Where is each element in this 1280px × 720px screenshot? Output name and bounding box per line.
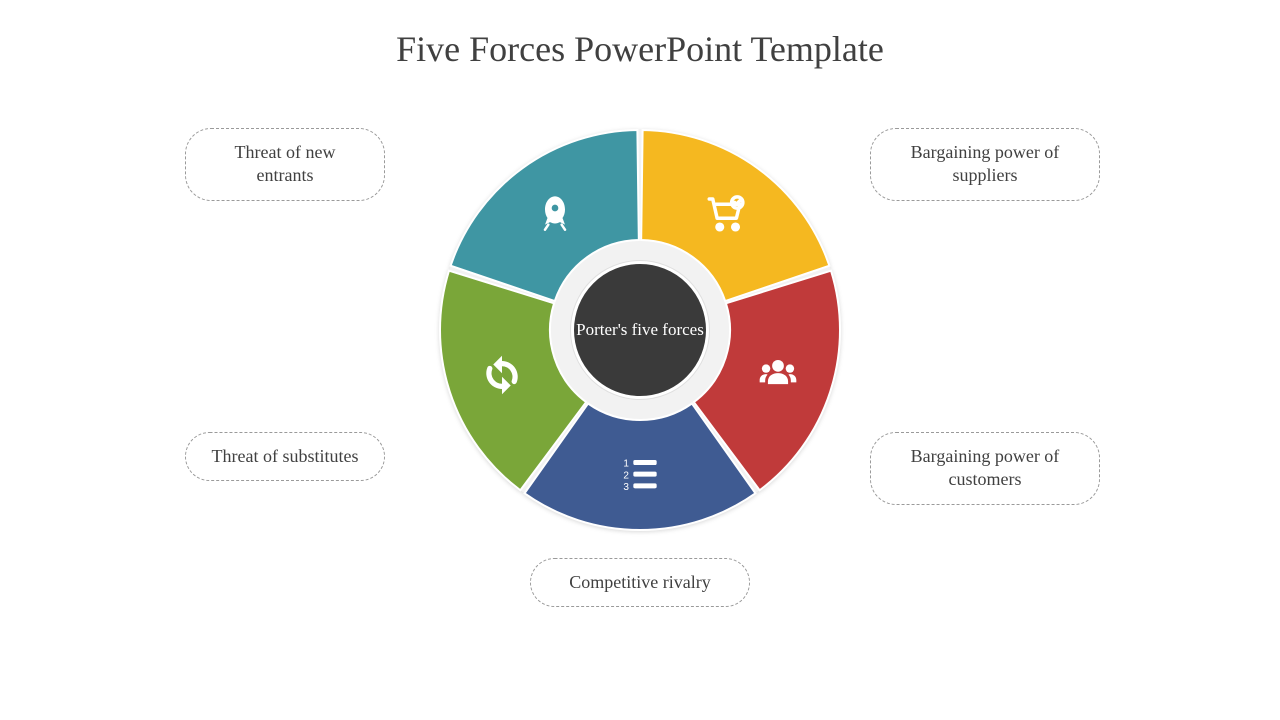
- donut-chart: Porter's five forces 123: [430, 120, 850, 540]
- page-title: Five Forces PowerPoint Template: [0, 28, 1280, 70]
- svg-text:1: 1: [623, 459, 629, 470]
- svg-text:2: 2: [623, 470, 629, 481]
- donut-center-label: Porter's five forces: [576, 319, 704, 341]
- donut-center: Porter's five forces: [571, 261, 709, 399]
- numbered-list-icon: 123: [616, 451, 664, 499]
- label-suppliers: Bargaining power of suppliers: [870, 128, 1100, 201]
- svg-text:3: 3: [623, 482, 629, 493]
- refresh-icon: [478, 351, 526, 399]
- cart-check-icon: [701, 189, 749, 237]
- rocket-icon: [531, 189, 579, 237]
- label-customers: Bargaining power of customers: [870, 432, 1100, 505]
- label-entrants: Threat of new entrants: [185, 128, 385, 201]
- label-substitutes: Threat of substitutes: [185, 432, 385, 481]
- users-icon: [754, 351, 802, 399]
- label-rivalry: Competitive rivalry: [530, 558, 750, 607]
